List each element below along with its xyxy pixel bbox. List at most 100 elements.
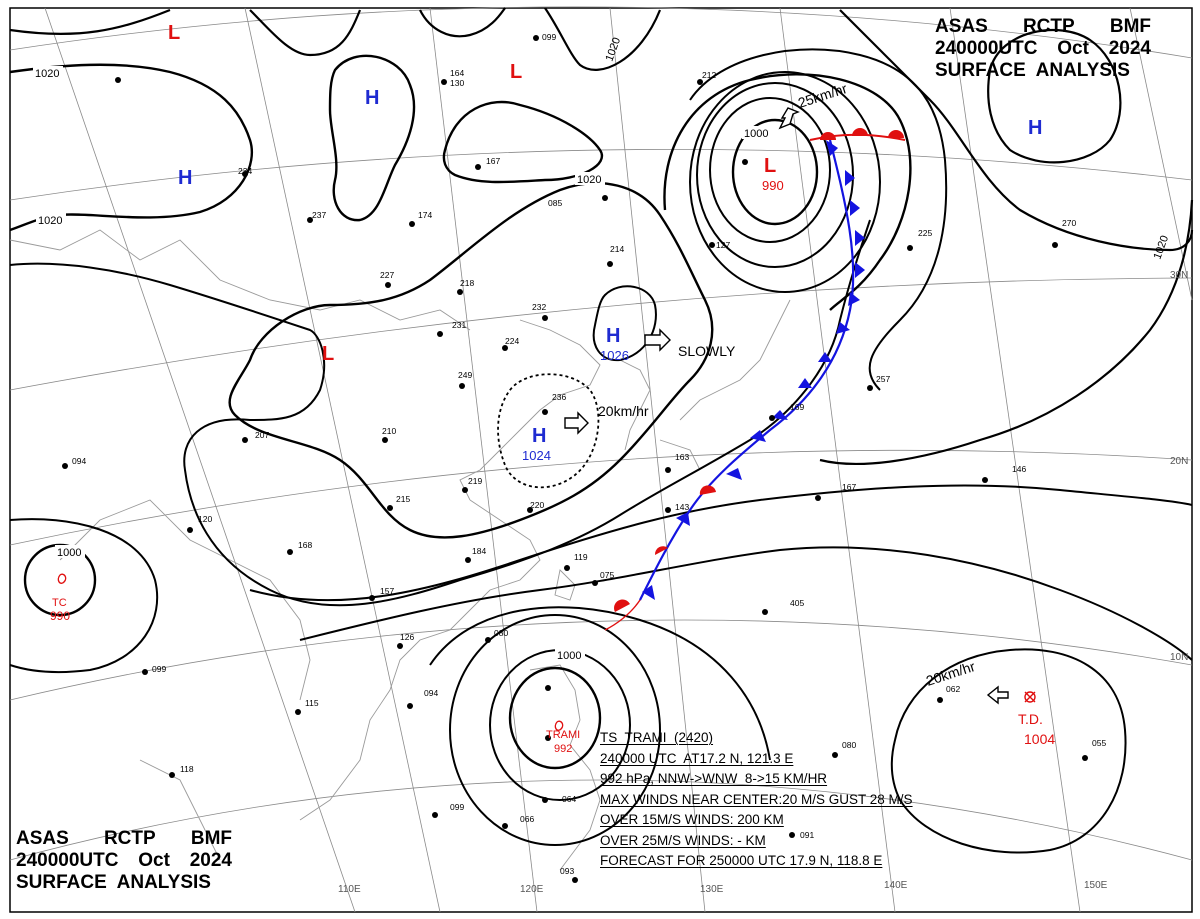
station-value: 066 bbox=[520, 814, 534, 824]
station-value: 080 bbox=[842, 740, 856, 750]
station-values: 164 130 099 234 237 227 174 218 231 232 … bbox=[72, 32, 1106, 876]
motion-arrows bbox=[564, 107, 1009, 705]
station-value: 115 bbox=[305, 698, 319, 708]
isobars bbox=[9, 7, 1194, 854]
station-value: 085 bbox=[548, 198, 562, 208]
lat-label: 30N bbox=[1170, 270, 1188, 281]
low-center: L bbox=[168, 22, 180, 44]
station-value: 064 bbox=[562, 794, 576, 804]
header-center: RCTP bbox=[103, 828, 156, 849]
isobar-label: 1020 bbox=[38, 215, 62, 227]
station-value: 094 bbox=[424, 688, 438, 698]
station-value: 225 bbox=[918, 228, 932, 238]
station-value: 227 bbox=[380, 270, 394, 280]
station-value: 146 bbox=[1012, 464, 1026, 474]
low-center: L bbox=[510, 61, 522, 83]
station-value: 119 bbox=[574, 552, 588, 562]
station-value: 157 bbox=[380, 586, 394, 596]
station-value: 091 bbox=[800, 830, 814, 840]
station-value: 099 bbox=[542, 32, 556, 42]
station-value: 118 bbox=[180, 764, 194, 774]
header-office: BMF bbox=[190, 828, 232, 849]
isobar-label: 1020 bbox=[35, 68, 59, 80]
station-value: 257 bbox=[876, 374, 890, 384]
trami-name: TRAMI bbox=[546, 729, 580, 741]
station-value: 167 bbox=[486, 156, 500, 166]
high-center-value: 1026 bbox=[600, 348, 629, 363]
warning-line: 240000 UTC AT17.2 N, 121.3 E bbox=[600, 750, 794, 766]
station-value: 234 bbox=[238, 166, 252, 176]
coastlines bbox=[9, 229, 791, 871]
storm-symbols bbox=[57, 573, 1036, 731]
warning-line: FORECAST FOR 250000 UTC 17.9 N, 118.8 E bbox=[600, 853, 883, 868]
motion-speed-high-s: 20km/hr bbox=[598, 403, 649, 419]
high-center: H bbox=[1028, 117, 1042, 139]
station-value: 093 bbox=[560, 866, 574, 876]
typhoon-warning-text: TS TRAMI (2420) 240000 UTC AT17.2 N, 121… bbox=[600, 728, 913, 872]
header-agency: ASAS bbox=[16, 828, 69, 849]
station-value: 094 bbox=[72, 456, 86, 466]
tc-west-value: 990 bbox=[50, 609, 70, 623]
low-center: L bbox=[764, 155, 776, 177]
isobar-labels: 1020 1020 1020 1020 1020 1000 1000 1000 bbox=[33, 36, 1171, 662]
header-product: SURFACE ANALYSIS bbox=[16, 872, 211, 893]
lon-label: 110E bbox=[338, 884, 361, 895]
station-value: 099 bbox=[152, 664, 166, 674]
station-value: 249 bbox=[458, 370, 472, 380]
station-value: 232 bbox=[532, 302, 546, 312]
station-value: 080 bbox=[494, 628, 508, 638]
lon-label: 130E bbox=[700, 884, 724, 895]
header-month: Oct bbox=[138, 850, 170, 871]
header-year: 2024 bbox=[1108, 38, 1151, 59]
station-value: 168 bbox=[298, 540, 312, 550]
pressure-centers: H H H H 1026 H 1024 L L L L 990 bbox=[168, 22, 1042, 463]
cold-front bbox=[604, 139, 865, 631]
lon-label: 120E bbox=[520, 884, 544, 895]
station-value: 236 bbox=[552, 392, 566, 402]
header-office: BMF bbox=[1109, 16, 1151, 37]
isobar-label: 1000 bbox=[57, 547, 81, 559]
warning-line: OVER 15M/S WINDS: 200 KM bbox=[600, 812, 784, 827]
station-value: 120 bbox=[198, 514, 212, 524]
station-value: 405 bbox=[790, 598, 804, 608]
warning-line: TS TRAMI (2420) bbox=[600, 730, 714, 745]
station-value: 219 bbox=[468, 476, 482, 486]
station-value: 218 bbox=[460, 278, 474, 288]
header-bottom-left: ASAS RCTP BMF 240000UTC Oct 2024 SURFACE… bbox=[16, 828, 232, 894]
station-value: 224 bbox=[505, 336, 519, 346]
header-agency: ASAS bbox=[935, 16, 988, 37]
header-month: Oct bbox=[1057, 38, 1089, 59]
station-value: 055 bbox=[1092, 738, 1106, 748]
td-label: T.D. bbox=[1018, 711, 1043, 727]
low-center: L bbox=[322, 343, 334, 365]
warning-line: 992 hPa, NNW->WNW 8->15 KM/HR bbox=[600, 771, 828, 786]
station-value: 207 bbox=[255, 430, 269, 440]
station-value: 210 bbox=[382, 426, 396, 436]
header-time: 240000UTC bbox=[935, 38, 1038, 59]
station-value: 231 bbox=[452, 320, 466, 330]
station-value: 237 bbox=[312, 210, 326, 220]
storm-labels: TC 990 TRAMI 992 T.D. 1004 bbox=[50, 597, 1055, 755]
high-center-value: 1024 bbox=[522, 448, 551, 463]
header-year: 2024 bbox=[189, 850, 232, 871]
station-value: 215 bbox=[396, 494, 410, 504]
header-time: 240000UTC bbox=[16, 850, 119, 871]
high-center: H bbox=[178, 167, 192, 189]
station-value: 164 bbox=[450, 68, 464, 78]
lon-label: 140E bbox=[884, 880, 908, 891]
motion-high-c: SLOWLY bbox=[678, 343, 736, 359]
station-value: 212 bbox=[702, 70, 716, 80]
tc-west-label: TC bbox=[52, 597, 67, 609]
high-center: H bbox=[606, 325, 620, 347]
header-top-right: ASAS RCTP BMF 240000UTC Oct 2024 SURFACE… bbox=[935, 16, 1151, 82]
isobar-label: 1000 bbox=[744, 128, 768, 140]
station-value: 169 bbox=[790, 402, 804, 412]
header-product: SURFACE ANALYSIS bbox=[935, 60, 1130, 81]
trami-value: 992 bbox=[554, 743, 572, 755]
lon-label: 150E bbox=[1084, 880, 1108, 891]
isobar-label: 1000 bbox=[557, 650, 581, 662]
warning-line: OVER 25M/S WINDS: - KM bbox=[600, 832, 766, 848]
station-value: 220 bbox=[530, 500, 544, 510]
warm-front bbox=[614, 128, 906, 612]
